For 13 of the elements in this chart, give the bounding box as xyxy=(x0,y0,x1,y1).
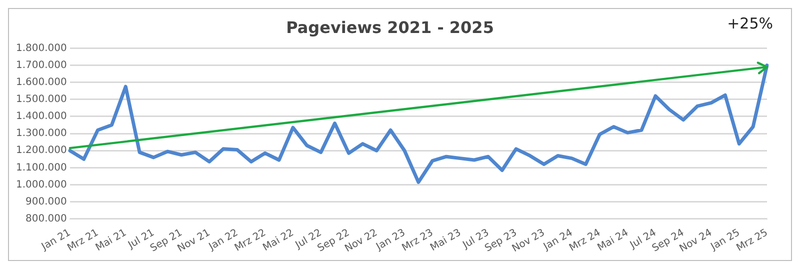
y-tick-label: 1.600.000 xyxy=(16,76,67,88)
y-tick-label: 1.700.000 xyxy=(16,60,67,71)
y-tick-label: 1.400.000 xyxy=(16,111,67,122)
y-tick-label: 1.100.000 xyxy=(16,162,67,174)
y-tick-label: 900.000 xyxy=(26,196,67,208)
chart-title: Pageviews 2021 - 2025 xyxy=(286,18,494,37)
y-tick-label: 1.800.000 xyxy=(16,42,67,54)
y-tick-label: 1.000.000 xyxy=(16,179,67,190)
y-tick-label: 1.500.000 xyxy=(16,94,67,106)
y-tick-label: 1.200.000 xyxy=(16,145,67,156)
y-tick-label: 800.000 xyxy=(26,213,67,224)
text: +25% xyxy=(727,14,773,32)
y-tick-label: 1.300.000 xyxy=(16,128,67,140)
